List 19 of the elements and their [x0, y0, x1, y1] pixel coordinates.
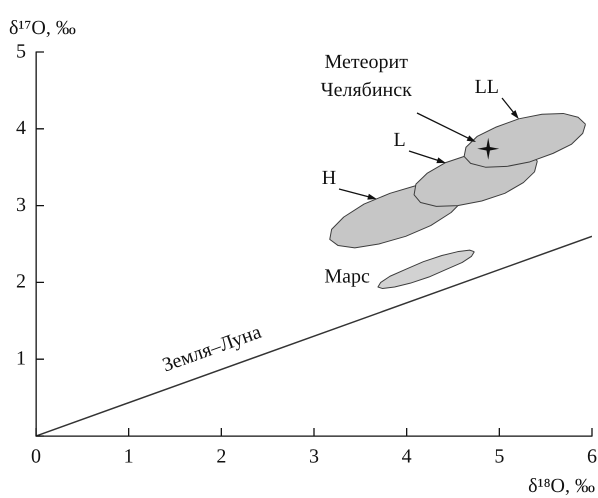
- series-label: L: [393, 128, 406, 151]
- y-tick-label: 1: [16, 347, 26, 370]
- x-tick-label: 3: [309, 445, 319, 468]
- series-label: Марс: [324, 265, 370, 288]
- y-tick-label: 3: [16, 194, 26, 216]
- x-tick-label: 0: [31, 445, 41, 468]
- text: Метеорит Челябинск: [320, 51, 412, 102]
- x-tick-label: 4: [402, 445, 412, 468]
- x-tick-label: 1: [124, 445, 134, 468]
- y-axis-title: δ¹⁷O, ‰: [9, 17, 76, 39]
- series-label: LL: [474, 76, 500, 98]
- y-tick-label: 4: [16, 117, 26, 140]
- y-tick-label: 5: [16, 40, 26, 62]
- x-tick-label: 2: [216, 445, 226, 468]
- x-tick-label: 5: [494, 445, 504, 468]
- series-label: H: [322, 166, 336, 189]
- y-tick-label: 2: [16, 270, 26, 293]
- x-axis-title: δ¹⁸O, ‰: [528, 475, 595, 497]
- x-tick-label: 6: [587, 445, 597, 468]
